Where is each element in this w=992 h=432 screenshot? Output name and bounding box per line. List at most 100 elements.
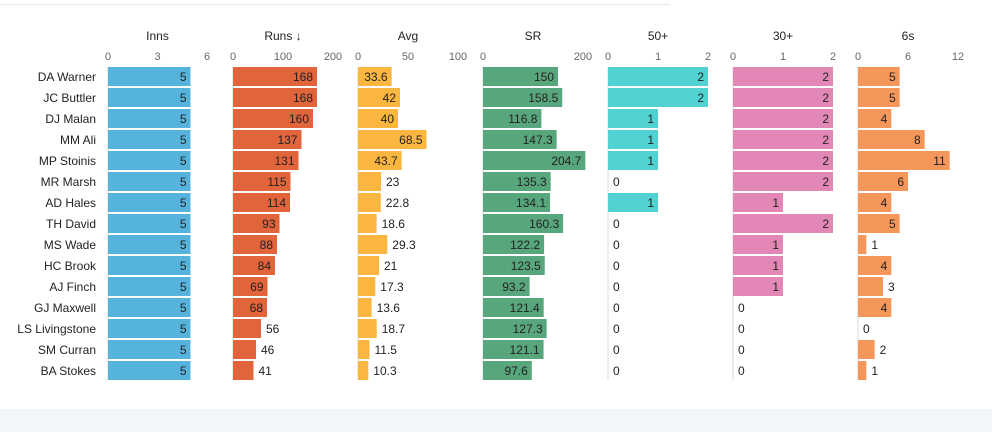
data-label: 5 <box>889 217 896 231</box>
data-label: 29.3 <box>392 238 416 252</box>
data-label: 4 <box>881 301 888 315</box>
bar <box>233 277 268 296</box>
bar <box>108 130 191 149</box>
data-label: 0 <box>738 364 745 378</box>
data-label: 122.2 <box>510 238 540 252</box>
tick-label: 100 <box>449 51 467 63</box>
data-label: 5 <box>180 154 187 168</box>
bar <box>733 130 833 149</box>
bar <box>358 214 377 233</box>
player-label: MM Ali <box>60 133 96 147</box>
bar <box>233 340 256 359</box>
data-label: 2 <box>697 91 704 105</box>
bar <box>233 361 254 380</box>
data-label: 97.6 <box>504 364 528 378</box>
bar <box>733 193 783 212</box>
data-label: 5 <box>889 91 896 105</box>
data-label: 1 <box>647 133 654 147</box>
bar <box>608 151 658 170</box>
bar <box>483 319 547 338</box>
bar <box>733 151 833 170</box>
bar <box>858 193 892 212</box>
data-label: 158.5 <box>528 91 558 105</box>
data-label: 5 <box>180 133 187 147</box>
stats-bar-chart: DA Warner JC Buttler DJ Malan MM Ali MP Stoi… <box>17 29 964 380</box>
data-label: 1 <box>647 112 654 126</box>
data-label: 0 <box>613 343 620 357</box>
player-label: MS Wade <box>44 238 97 252</box>
player-label: MR Marsh <box>41 175 96 189</box>
tick-label: 100 <box>274 51 292 63</box>
tick-label: 1 <box>780 51 786 63</box>
data-label: 1 <box>871 238 878 252</box>
bar <box>858 277 883 296</box>
bar <box>358 277 376 296</box>
data-label: 46 <box>261 343 275 357</box>
bar <box>858 151 950 170</box>
bar <box>358 361 369 380</box>
data-label: 21 <box>384 259 398 273</box>
tick-label: 50 <box>402 51 414 63</box>
data-label: 5 <box>180 343 187 357</box>
data-label: 1 <box>772 196 779 210</box>
data-label: 18.7 <box>382 322 406 336</box>
bar <box>483 193 551 212</box>
data-label: 4 <box>881 196 888 210</box>
footer-bar <box>0 409 992 432</box>
bar <box>733 214 833 233</box>
bar <box>483 256 545 275</box>
tick-label: 0 <box>605 51 611 63</box>
bar <box>358 340 370 359</box>
panel-title: Inns <box>146 29 169 43</box>
bar <box>108 109 191 128</box>
bar <box>233 88 317 107</box>
data-label: 11 <box>933 154 946 168</box>
bar <box>608 88 708 107</box>
bar <box>108 340 191 359</box>
bar <box>858 88 900 107</box>
bar <box>108 193 191 212</box>
bar <box>108 172 191 191</box>
data-label: 5 <box>180 70 187 84</box>
data-label: 93.2 <box>502 280 526 294</box>
data-label: 0 <box>738 322 745 336</box>
data-label: 2 <box>822 91 829 105</box>
data-label: 114 <box>267 196 286 210</box>
data-label: 0 <box>613 280 620 294</box>
data-label: 5 <box>180 238 187 252</box>
data-label: 2 <box>822 154 829 168</box>
bar <box>233 298 267 317</box>
bar <box>108 256 191 275</box>
bar <box>358 319 377 338</box>
data-label: 160.3 <box>529 217 559 231</box>
bar <box>483 67 558 86</box>
data-label: 84 <box>258 259 272 273</box>
data-label: 2 <box>822 70 829 84</box>
data-label: 18.6 <box>382 217 406 231</box>
data-label: 2 <box>822 112 829 126</box>
data-label: 5 <box>180 175 187 189</box>
data-label: 69 <box>250 280 264 294</box>
tick-label: 2 <box>830 51 836 63</box>
data-label: 0 <box>613 238 620 252</box>
data-label: 22.8 <box>386 196 410 210</box>
data-label: 2 <box>822 133 829 147</box>
data-label: 2 <box>880 343 887 357</box>
data-label: 0 <box>613 217 620 231</box>
data-label: 147.3 <box>523 133 553 147</box>
bar <box>108 88 191 107</box>
player-label: AJ Finch <box>49 280 96 294</box>
bar <box>358 256 379 275</box>
player-label: BA Stokes <box>41 364 96 378</box>
bar <box>358 172 381 191</box>
bar <box>358 109 398 128</box>
player-label: GJ Maxwell <box>34 301 96 315</box>
tick-label: 6 <box>905 51 911 63</box>
tick-label: 200 <box>574 51 592 63</box>
bar <box>733 88 833 107</box>
tick-label: 0 <box>355 51 361 63</box>
tick-label: 0 <box>730 51 736 63</box>
data-label: 33.6 <box>364 70 388 84</box>
data-label: 23 <box>386 175 400 189</box>
bar <box>358 67 392 86</box>
